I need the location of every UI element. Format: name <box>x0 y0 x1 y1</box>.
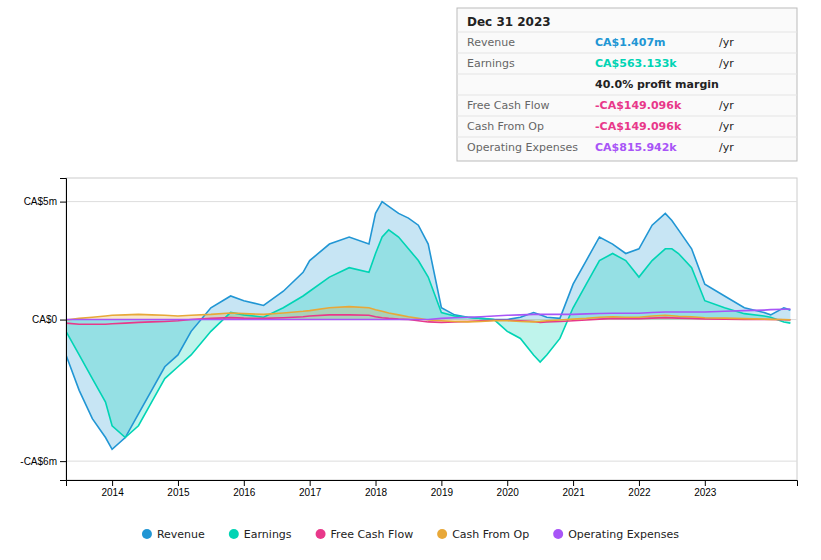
x-tick-mark <box>310 480 311 486</box>
legend-swatch <box>437 529 447 539</box>
x-axis: 2014 2015 2016 2017 2018 2019 2020 2021 2022 2023 <box>67 480 798 498</box>
y-tick: -CA$6m <box>20 456 66 467</box>
info-divider <box>457 32 797 33</box>
series-line <box>66 202 790 450</box>
legend-item: Revenue <box>142 528 205 541</box>
info-value: 40.0% profit margin <box>595 78 719 91</box>
x-tick-mark <box>112 480 113 486</box>
legend-swatch <box>229 529 239 539</box>
legend-label: Revenue <box>157 528 205 541</box>
x-tick-label: 2014 <box>101 487 124 498</box>
info-label: Operating Expenses <box>467 141 578 154</box>
info-divider <box>457 116 797 117</box>
legend-swatch <box>553 529 563 539</box>
series-line <box>66 309 790 320</box>
legend-label: Free Cash Flow <box>331 528 414 541</box>
x-tick: 2019 <box>431 480 454 498</box>
info-label: Earnings <box>467 57 515 70</box>
x-tick-label: 2017 <box>299 487 322 498</box>
x-tick-label: 2016 <box>233 487 256 498</box>
info-title: Dec 31 2023 <box>467 15 551 29</box>
x-tick-label: 2021 <box>562 487 585 498</box>
y-tick-mark <box>60 202 66 203</box>
legend: Revenue Earnings Free Cash Flow Cash From O… <box>142 528 679 541</box>
info-divider <box>457 53 797 54</box>
x-tick-mark <box>573 480 574 486</box>
x-tick: 2014 <box>101 480 124 498</box>
y-tick: CA$0 <box>32 314 66 325</box>
info-label: Cash From Op <box>467 120 544 133</box>
x-tick-label: 2018 <box>365 487 388 498</box>
info-box: Dec 31 2023 Revenue CA$1.407m/yr Earnings CA… <box>457 8 797 161</box>
x-tick-mark <box>639 480 640 486</box>
series-area <box>66 202 790 450</box>
x-tick-mark <box>507 480 508 486</box>
chart: 2014 2015 2016 2017 2018 2019 2020 2021 2022 2023… <box>0 0 821 560</box>
info-label: Free Cash Flow <box>467 99 550 112</box>
x-tick: 2022 <box>628 480 651 498</box>
x-tick-label: 2015 <box>167 487 190 498</box>
series-area <box>66 307 790 322</box>
y-tick-label: CA$5m <box>24 196 57 207</box>
x-tick: 2023 <box>694 480 717 498</box>
info-divider <box>457 74 797 75</box>
y-tick: CA$5m <box>24 196 66 207</box>
info-box-frame <box>457 8 797 161</box>
legend-label: Earnings <box>244 528 292 541</box>
info-unit: /yr <box>719 141 734 154</box>
x-tick-label: 2022 <box>628 487 651 498</box>
x-tick-label: 2023 <box>694 487 717 498</box>
x-tick: 2020 <box>497 480 520 498</box>
info-value: -CA$149.096k <box>595 99 682 112</box>
series-area <box>66 230 790 438</box>
series-line <box>66 307 790 322</box>
legend-item: Earnings <box>229 528 292 541</box>
info-unit: /yr <box>719 36 734 49</box>
y-axis-line <box>60 179 67 481</box>
info-label: Revenue <box>467 36 515 49</box>
x-tick: 2018 <box>365 480 388 498</box>
x-tick: 2015 <box>167 480 190 498</box>
y-tick-mark <box>60 461 66 462</box>
legend-item: Cash From Op <box>437 528 529 541</box>
info-unit: /yr <box>719 120 734 133</box>
x-axis-line <box>67 481 798 487</box>
legend-item: Free Cash Flow <box>316 528 414 541</box>
grid-line <box>66 201 797 202</box>
info-divider <box>457 137 797 138</box>
info-value: CA$1.407m <box>595 36 666 49</box>
y-axis: CA$5m CA$0 -CA$6m <box>20 179 66 481</box>
grid-line <box>66 461 797 462</box>
legend-swatch <box>316 529 326 539</box>
x-tick-mark <box>178 480 179 486</box>
x-tick: 2017 <box>299 480 322 498</box>
legend-item: Operating Expenses <box>553 528 679 541</box>
y-tick-label: -CA$6m <box>20 456 57 467</box>
info-value: CA$563.133k <box>595 57 677 70</box>
legend-label: Operating Expenses <box>568 528 679 541</box>
x-tick-mark <box>376 480 377 486</box>
legend-swatch <box>142 529 152 539</box>
x-tick: 2016 <box>233 480 256 498</box>
x-tick-label: 2020 <box>497 487 520 498</box>
grid <box>66 202 797 462</box>
info-value: CA$815.942k <box>595 141 677 154</box>
y-tick-mark <box>60 320 66 321</box>
info-divider <box>457 95 797 96</box>
legend-label: Cash From Op <box>452 528 529 541</box>
y-tick-label: CA$0 <box>32 314 57 325</box>
x-tick-mark <box>441 480 442 486</box>
plot-frame <box>66 178 797 480</box>
x-tick-mark <box>244 480 245 486</box>
plot-area <box>66 202 790 450</box>
info-value: -CA$149.096k <box>595 120 682 133</box>
info-unit: /yr <box>719 57 734 70</box>
x-tick-mark <box>705 480 706 486</box>
x-tick: 2021 <box>562 480 585 498</box>
info-unit: /yr <box>719 99 734 112</box>
series-line <box>66 230 790 438</box>
x-tick-label: 2019 <box>431 487 454 498</box>
